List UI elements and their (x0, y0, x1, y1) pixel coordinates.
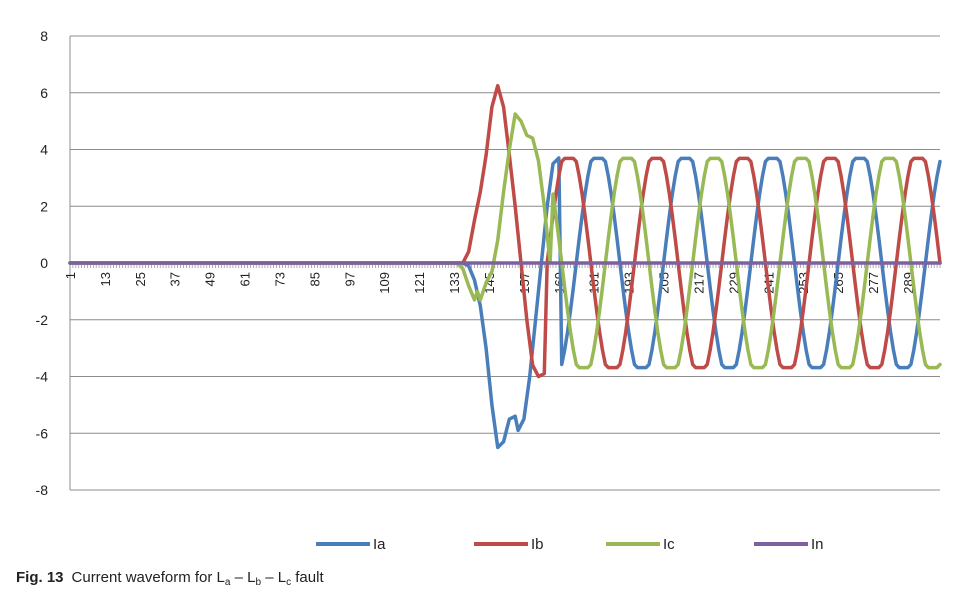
y-tick-label: -2 (36, 312, 49, 328)
x-tick-label: 217 (691, 272, 706, 294)
x-tick-marks (69, 263, 941, 268)
x-tick-label: 109 (377, 272, 392, 294)
figure-caption: Fig. 13 Current waveform for La – Lb – Lc… (16, 569, 324, 588)
chart: 8 6 4 2 0 -2 -4 -6 -8 1 13 25 37 49 61 73 85 97 109 121 133… (36, 28, 942, 553)
x-tick-label: 133 (447, 272, 462, 294)
series-lines (68, 83, 942, 450)
y-tick-label: 0 (40, 255, 48, 271)
y-tick-label: 8 (40, 28, 48, 44)
x-tick-label: 1 (63, 272, 78, 279)
x-tick-label: 49 (203, 272, 218, 286)
x-tick-label: 277 (866, 272, 881, 294)
caption-sub-a: a (224, 577, 231, 588)
legend-label-ia: Ia (373, 536, 386, 553)
caption-text-end: fault (291, 569, 324, 586)
x-tick-label: 73 (272, 272, 287, 286)
caption-sep-1: – L (230, 569, 256, 586)
y-tick-label: -4 (36, 369, 49, 385)
x-tick-label: 25 (133, 272, 148, 286)
y-axis-ticks: 8 6 4 2 0 -2 -4 -6 -8 (36, 28, 49, 498)
caption-text: Current waveform for L (71, 569, 225, 586)
y-tick-label: 6 (40, 85, 48, 101)
x-tick-label: 121 (412, 272, 427, 294)
y-tick-label: -8 (36, 482, 49, 498)
caption-sub-c: c (286, 577, 292, 588)
figure-frame: 8 6 4 2 0 -2 -4 -6 -8 1 13 25 37 49 61 73 85 97 109 121 133… (4, 4, 952, 592)
x-tick-label: 37 (168, 272, 183, 286)
legend-label-in: In (811, 536, 824, 553)
y-tick-label: -6 (36, 425, 49, 441)
caption-label: Fig. 13 (16, 569, 64, 586)
y-tick-label: 2 (40, 198, 48, 214)
x-tick-label: 85 (307, 272, 322, 286)
legend-label-ic: Ic (663, 536, 675, 553)
caption-sep-2: – L (261, 569, 287, 586)
series-line-ib (68, 83, 942, 379)
legend: Ia Ib Ic In (316, 536, 824, 553)
x-tick-label: 97 (342, 272, 357, 286)
legend-label-ib: Ib (531, 536, 544, 553)
caption-sub-b: b (255, 577, 262, 588)
x-tick-label: 13 (98, 272, 113, 286)
series-line-ic (68, 112, 942, 370)
y-tick-label: 4 (40, 142, 48, 158)
series-line-ia (68, 156, 942, 450)
x-tick-label: 61 (238, 272, 253, 286)
